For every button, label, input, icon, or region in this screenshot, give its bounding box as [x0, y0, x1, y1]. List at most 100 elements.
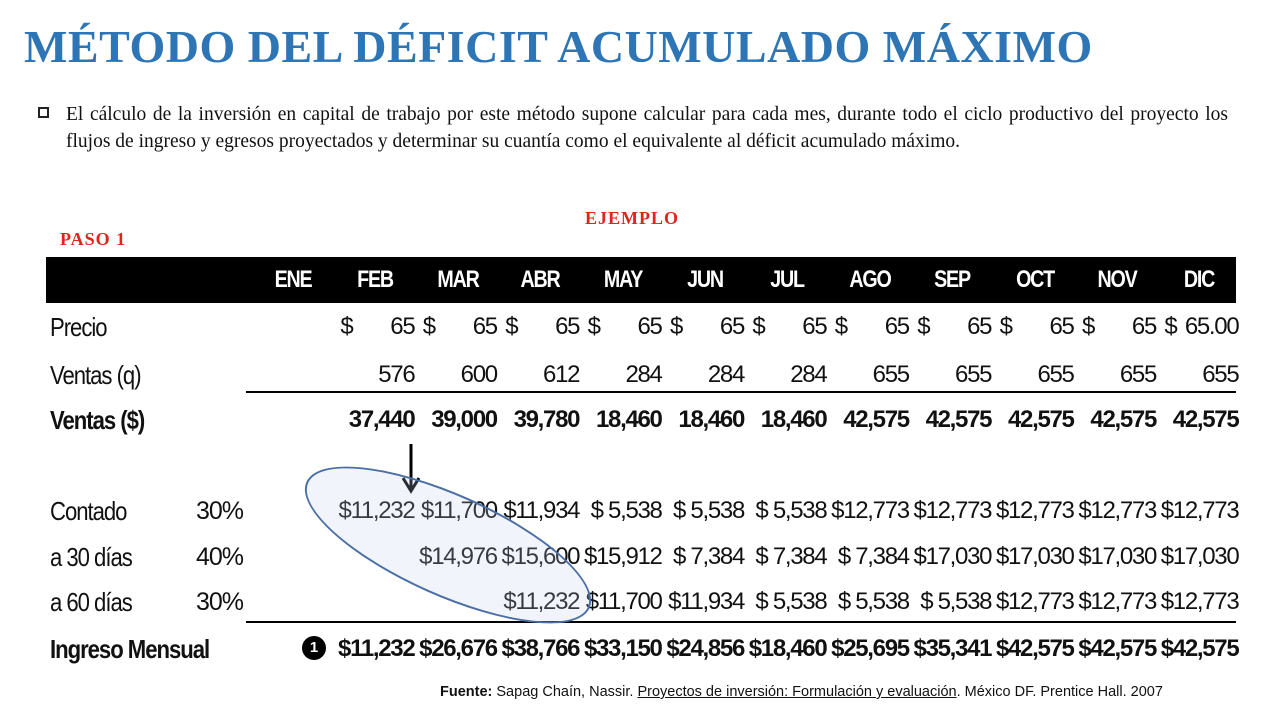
source-publisher: . México DF. Prentice Hall. 2007 [956, 684, 1163, 700]
row-label: Precio [50, 312, 108, 342]
cell-value: $11,934 [503, 497, 580, 524]
table-cell: 42,575 [1158, 400, 1240, 440]
table-cell: 18,460 [746, 400, 828, 440]
cell-value: 65 [719, 313, 745, 340]
table-cell: $15,912 [582, 537, 664, 577]
table-cell: $12,773 [1158, 582, 1240, 622]
table-cell: 655 [994, 355, 1076, 395]
table-cell: $25,695 [829, 629, 911, 669]
month-header-nov: NOV [1097, 266, 1138, 293]
table-cell: $17,030 [1158, 537, 1240, 577]
cell-value: $11,700 [420, 497, 498, 524]
currency-symbol: $ [670, 313, 683, 340]
row-percent: 30% [196, 497, 244, 525]
row-label: Ingreso Mensual [50, 634, 210, 664]
table-cell: 39,780 [499, 400, 581, 440]
bullet-text: El cálculo de la inversión en capital de… [66, 104, 1228, 152]
currency-symbol: $ [1082, 313, 1095, 340]
cell-value: 65 [637, 313, 662, 340]
table-row-precio: Precio $65 $65 $65 $65 $65 $65 $65 $65 $65 $65 $65.… [46, 307, 1240, 347]
table-cell: 612 [499, 355, 581, 395]
month-header-feb: FEB [357, 266, 395, 293]
cell-value: 65 [967, 313, 992, 340]
example-label: EJEMPLO [585, 208, 680, 228]
currency-symbol: $ [340, 313, 353, 340]
month-header-oct: OCT [1015, 266, 1055, 293]
table-cell: $11,934 [499, 491, 581, 531]
cell-value: 65 [390, 313, 415, 340]
cell-value: $11,934 [668, 588, 745, 615]
currency-symbol: $ [422, 313, 436, 340]
cell-value: 65 [1131, 313, 1157, 340]
table-cell: $12,773 [994, 582, 1076, 622]
cell-value: $12,773 [913, 497, 993, 524]
cell-value: 612 [543, 361, 580, 388]
table-cell: $12,773 [1158, 491, 1240, 531]
month-header-abr: ABR [520, 266, 561, 293]
cell-value: 284 [790, 361, 827, 388]
table-cell: $12,773 [994, 491, 1076, 531]
table-cell: $ 5,538 [746, 582, 828, 622]
table-cell: $12,773 [1076, 582, 1158, 622]
cell-value: 37,440 [348, 406, 416, 433]
month-header-jul: JUL [770, 266, 806, 293]
table-cell: $65 [1076, 307, 1158, 347]
table-row-ventas-usd: Ventas ($) 37,440 39,000 39,780 18,460 18,460… [46, 400, 1240, 440]
cell-value: $11,700 [585, 588, 663, 615]
cell-value: $12,773 [1078, 497, 1157, 524]
cell-value: 65 [472, 313, 498, 340]
table-cell: $65.00 [1158, 307, 1240, 347]
month-header-jun: JUN [687, 266, 724, 293]
table-cell: 655 [1158, 355, 1240, 395]
cell-value: 655 [1119, 361, 1157, 388]
source-book-title: Proyectos de inversión: Formulación y ev… [637, 684, 957, 700]
cell-value: $24,856 [666, 635, 745, 662]
cell-value: 42,575 [1007, 406, 1075, 433]
currency-symbol: $ [505, 313, 518, 340]
table-cell: 655 [911, 355, 993, 395]
cell-value: 576 [378, 361, 415, 388]
table-cell: $33,150 [582, 629, 664, 669]
cell-value: 655 [1202, 361, 1239, 388]
cell-value: $38,766 [501, 635, 581, 662]
cell-value: $15,600 [501, 543, 581, 570]
cell-value: $42,575 [995, 635, 1075, 662]
table-cell: $ 5,538 [746, 491, 828, 531]
currency-symbol: $ [917, 313, 930, 340]
row-percent: 40% [196, 543, 244, 571]
table-cell: 18,460 [582, 400, 664, 440]
cell-value: 42,575 [1090, 406, 1157, 433]
cell-value: $11,232 [503, 588, 580, 615]
cell-value: 18,460 [760, 406, 828, 433]
step-marker-badge: 1 [302, 636, 326, 660]
month-header-may: MAY [603, 266, 642, 293]
cell-value: $12,773 [831, 497, 910, 524]
table-cell: $ 7,384 [829, 537, 911, 577]
row-label: Ventas (q) [50, 360, 142, 390]
table-cell: 284 [664, 355, 746, 395]
cell-value: $12,773 [1160, 588, 1240, 615]
cell-value: 18,460 [595, 406, 663, 433]
cell-value: $17,030 [1160, 543, 1240, 570]
month-header-sep: SEP [934, 266, 971, 293]
cell-value: $33,150 [583, 635, 663, 662]
table-cell: $17,030 [994, 537, 1076, 577]
row-percent: 30% [196, 588, 244, 616]
cell-value: 65 [1049, 313, 1074, 340]
cell-value: 65 [555, 313, 580, 340]
currency-symbol: $ [834, 313, 848, 340]
cell-value: $12,773 [995, 497, 1075, 524]
row-label: Ventas ($) [50, 405, 145, 435]
row-label: a 30 días [50, 542, 133, 572]
currency-symbol: $ [752, 313, 765, 340]
cell-value: $ 5,538 [837, 588, 910, 615]
table-cell: $12,773 [1076, 491, 1158, 531]
cell-value: $ 7,384 [755, 543, 827, 570]
cell-value: 65.00 [1184, 313, 1240, 340]
table-cell: 42,575 [829, 400, 911, 440]
table-row-contado: Contado 30% $11,232 $11,700 $11,934 $ 5,538 $ … [46, 491, 1240, 531]
table-header: ENE FEB MAR ABR MAY JUN JUL AGO SEP OCT NOV DIC [46, 257, 1236, 303]
table-cell: $65 [334, 307, 416, 347]
cell-value: $26,676 [419, 635, 498, 662]
cell-value: $11,232 [338, 635, 416, 662]
